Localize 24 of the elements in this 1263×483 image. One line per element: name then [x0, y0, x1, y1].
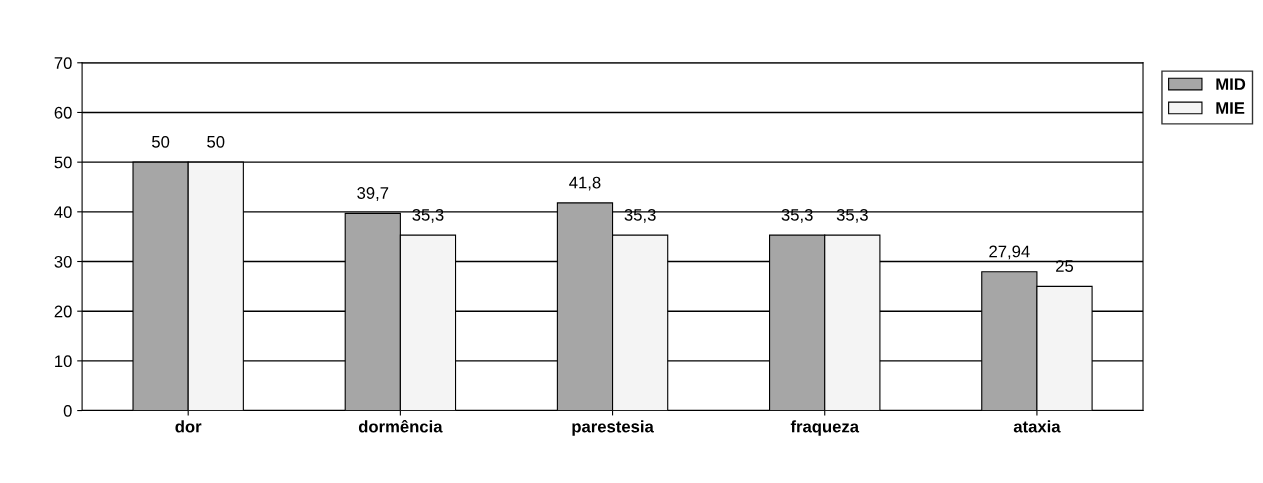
data-label: 35,3 — [836, 208, 868, 223]
x-tick-label: ataxia — [1013, 420, 1061, 433]
legend-label: MIE — [1216, 102, 1245, 114]
data-label: 35,3 — [412, 208, 444, 223]
data-label: 35,3 — [781, 208, 813, 223]
x-tick-label: dor — [175, 420, 202, 433]
x-tick-label: dormência — [358, 419, 443, 433]
data-label: 27,94 — [989, 245, 1030, 260]
y-tick-label: 10 — [55, 355, 72, 368]
y-tick-label: 60 — [54, 106, 72, 119]
y-tick-label: 70 — [54, 57, 72, 69]
y-tick-label: 30 — [54, 255, 72, 268]
y-tick-label: 20 — [54, 305, 72, 318]
x-tick-label: fraqueza — [790, 420, 860, 436]
legend-label: MID — [1216, 78, 1246, 90]
data-label: 41,8 — [569, 176, 601, 191]
data-label: 35,3 — [624, 208, 656, 223]
data-label: 50 — [207, 135, 225, 148]
data-label: 50 — [152, 135, 170, 148]
y-tick-label: 0 — [63, 404, 72, 417]
x-tick-label: parestesia — [572, 420, 654, 436]
y-tick-label: 40 — [54, 206, 72, 219]
data-label: 39,7 — [357, 187, 389, 201]
y-tick-label: 50 — [54, 156, 72, 169]
